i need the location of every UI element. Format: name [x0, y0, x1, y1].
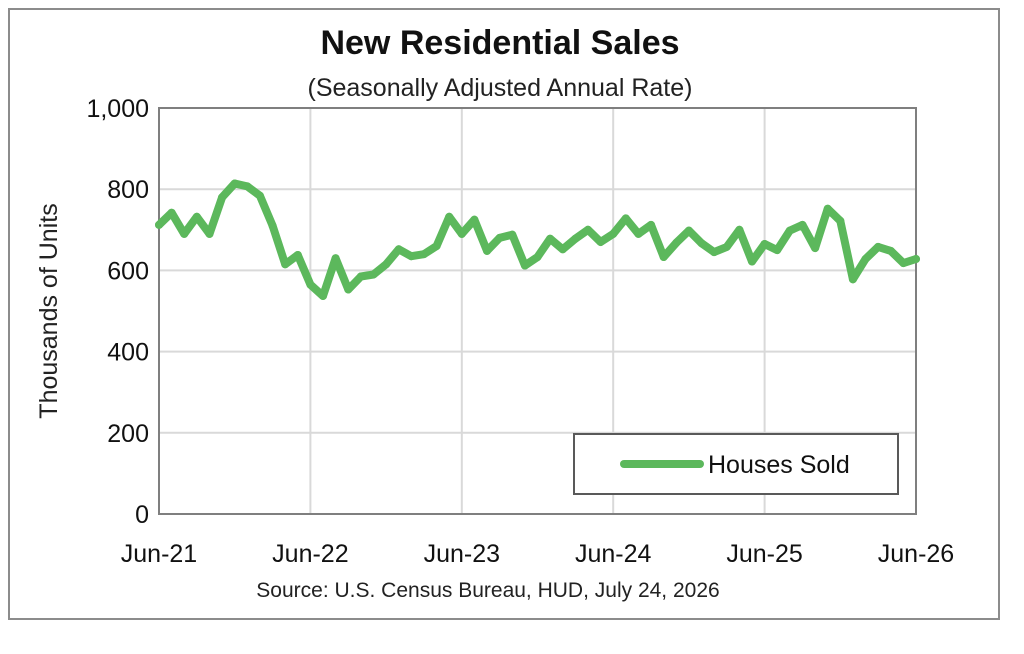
legend: Houses Sold: [573, 433, 899, 495]
data-point: [483, 246, 492, 255]
data-point: [773, 246, 782, 255]
data-point: [520, 261, 529, 270]
data-point: [230, 179, 239, 188]
data-point: [533, 253, 542, 262]
chart-source: Source: U.S. Census Bureau, HUD, July 24…: [256, 579, 719, 602]
data-point: [268, 221, 277, 230]
data-point: [356, 272, 365, 281]
data-point: [785, 226, 794, 235]
series-layer: [155, 179, 920, 300]
data-point: [394, 245, 403, 254]
x-tick-label: Jun-26: [878, 540, 954, 568]
data-point: [382, 260, 391, 269]
x-tick-label: Jun-25: [726, 540, 802, 568]
data-point: [583, 225, 592, 234]
data-point: [609, 229, 618, 238]
data-point: [684, 226, 693, 235]
y-tick-label: 1,000: [86, 95, 149, 123]
data-point: [836, 216, 845, 225]
chart-subtitle: (Seasonally Adjusted Annual Rate): [308, 74, 693, 102]
data-point: [697, 239, 706, 248]
data-point: [432, 242, 441, 251]
data-point: [861, 255, 870, 264]
x-tick-label: Jun-23: [424, 540, 500, 568]
gridlines: [159, 108, 916, 514]
chart-title: New Residential Sales: [320, 24, 679, 62]
data-point: [874, 242, 883, 251]
data-point: [218, 193, 227, 202]
y-axis-ticks: 0 200 400 600 800 1,000: [86, 95, 149, 529]
data-point: [344, 285, 353, 294]
data-point: [457, 229, 466, 238]
data-point: [495, 233, 504, 242]
data-point: [848, 275, 857, 284]
data-point: [546, 234, 555, 243]
data-point: [647, 220, 656, 229]
data-point: [369, 270, 378, 279]
data-point: [634, 229, 643, 238]
data-point: [255, 191, 264, 200]
data-point: [571, 234, 580, 243]
data-point: [735, 225, 744, 234]
y-tick-label: 200: [107, 420, 149, 448]
data-point: [659, 253, 668, 262]
legend-label-houses-sold: Houses Sold: [708, 451, 850, 479]
x-tick-label: Jun-21: [121, 540, 197, 568]
data-point: [811, 244, 820, 253]
y-tick-label: 0: [135, 501, 149, 529]
y-axis-title: Thousands of Units: [35, 203, 63, 418]
data-point: [407, 252, 416, 261]
data-point: [558, 245, 567, 254]
data-point: [747, 257, 756, 266]
data-point: [167, 208, 176, 217]
data-point: [823, 204, 832, 213]
data-point: [912, 255, 920, 264]
data-point: [886, 246, 895, 255]
data-point: [710, 248, 719, 257]
data-point: [445, 212, 454, 221]
y-tick-label: 800: [107, 176, 149, 204]
data-point: [672, 238, 681, 247]
data-point: [192, 212, 201, 221]
data-point: [155, 220, 163, 229]
data-point: [596, 237, 605, 246]
x-tick-label: Jun-22: [272, 540, 348, 568]
x-tick-label: Jun-24: [575, 540, 652, 568]
data-point: [306, 280, 315, 289]
data-point: [798, 220, 807, 229]
data-point: [899, 259, 908, 268]
data-point: [508, 230, 517, 239]
y-tick-label: 400: [107, 339, 149, 367]
data-point: [470, 215, 479, 224]
data-point: [722, 242, 731, 251]
data-point: [180, 229, 189, 238]
data-point: [419, 250, 428, 259]
x-axis-ticks: Jun-21 Jun-22 Jun-23 Jun-24 Jun-25 Jun-26: [121, 540, 954, 568]
plot-border: [158, 107, 917, 515]
y-tick-label: 600: [107, 257, 149, 285]
data-point: [205, 229, 214, 238]
data-point: [281, 260, 290, 269]
data-point: [293, 250, 302, 259]
data-point: [331, 254, 340, 263]
data-point: [243, 182, 252, 191]
data-point: [621, 214, 630, 223]
data-point: [760, 240, 769, 249]
data-point: [319, 291, 328, 300]
